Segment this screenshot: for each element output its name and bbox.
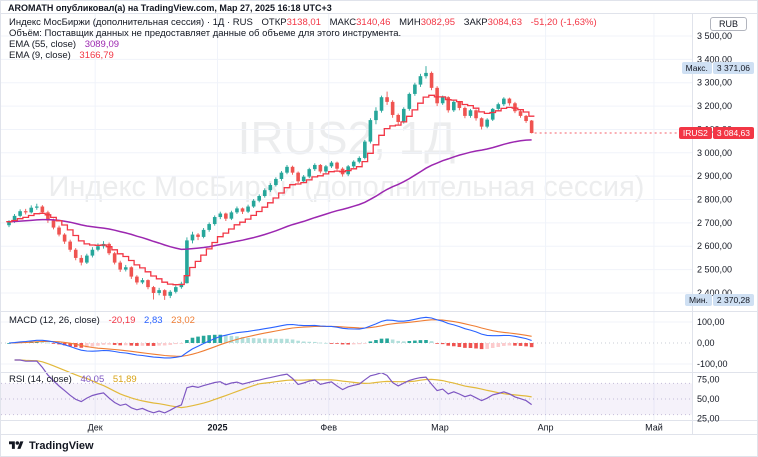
low-value: 3082,95 xyxy=(420,17,456,28)
macd-hist-value: -20,19 xyxy=(108,315,136,326)
open-label: ОТКР xyxy=(261,17,287,28)
rsi-label: RSI (14, close) xyxy=(9,374,72,385)
symbol-legend[interactable]: Индекс МосБиржи (дополнительная сессия) … xyxy=(9,17,597,28)
rsi-ma-value: 51,89 xyxy=(112,374,137,385)
macd-signal-value: 23,02 xyxy=(171,315,195,326)
svg-text:Май: Май xyxy=(645,423,663,433)
svg-text:3 200,00: 3 200,00 xyxy=(697,101,732,111)
svg-text:3 000,00: 3 000,00 xyxy=(697,148,732,158)
ema55-value: 3089,09 xyxy=(84,39,120,50)
svg-text:Дек: Дек xyxy=(88,423,103,433)
last-price-value: 3 084,63 xyxy=(712,127,754,139)
svg-text:3 400,00: 3 400,00 xyxy=(697,54,732,64)
low-badge-value: 2 370,28 xyxy=(712,294,754,306)
rsi-legend[interactable]: RSI (14, close) 40,05 51,89 xyxy=(9,374,137,385)
ema9-legend[interactable]: EMA (9, close) 3166,79 xyxy=(9,50,114,61)
volume-note: Объём: Поставщик данных не предоставляет… xyxy=(9,28,402,39)
svg-text:25,00: 25,00 xyxy=(697,414,720,424)
change-value: -51,20 (-1,63%) xyxy=(530,17,597,28)
currency-label[interactable]: RUB xyxy=(709,17,747,31)
low-price-badge: Мин. 2 370,28 xyxy=(685,294,754,306)
high-price-badge: Макс. 3 371,06 xyxy=(681,62,754,74)
svg-text:0,00: 0,00 xyxy=(697,338,715,348)
svg-text:2 700,00: 2 700,00 xyxy=(697,218,732,228)
svg-text:2 600,00: 2 600,00 xyxy=(697,241,732,251)
symbol-badge: IRUS2 xyxy=(678,127,712,139)
macd-line-value: 2,83 xyxy=(144,315,163,326)
ema55-legend[interactable]: EMA (55, close) 3089,09 xyxy=(9,39,119,50)
high-badge-value: 3 371,06 xyxy=(712,62,754,74)
low-label: МИН xyxy=(399,17,421,28)
svg-text:2 800,00: 2 800,00 xyxy=(697,195,732,205)
svg-text:3 300,00: 3 300,00 xyxy=(697,78,732,88)
high-value: 3140,46 xyxy=(356,17,391,28)
macd-legend[interactable]: MACD (12, 26, close) -20,19 2,83 23,02 xyxy=(9,315,195,326)
attribution-text: AROMATH опубликовал(а) на TradingView.co… xyxy=(8,3,332,13)
svg-text:2 900,00: 2 900,00 xyxy=(697,171,732,181)
svg-text:Мар: Мар xyxy=(431,423,449,433)
svg-text:Апр: Апр xyxy=(538,423,554,433)
svg-text:75,00: 75,00 xyxy=(697,375,720,385)
watermark-symbol: IRUS2, 1Д xyxy=(237,112,456,164)
tradingview-link[interactable]: TradingView xyxy=(9,439,94,452)
svg-text:2 500,00: 2 500,00 xyxy=(697,265,732,275)
ema9-value: 3166,79 xyxy=(79,50,114,61)
macd-label: MACD (12, 26, close) xyxy=(9,315,100,326)
svg-text:100,00: 100,00 xyxy=(697,317,725,327)
high-badge-label: Макс. xyxy=(681,62,712,74)
open-value: 3138,01 xyxy=(286,17,321,28)
svg-text:Фев: Фев xyxy=(320,423,337,433)
last-price-badge: IRUS2 3 084,63 xyxy=(678,127,754,139)
close-value: 3084,63 xyxy=(487,17,522,28)
low-badge-label: Мин. xyxy=(685,294,712,306)
svg-text:2 400,00: 2 400,00 xyxy=(697,288,732,298)
tradingview-logo-icon xyxy=(9,441,24,449)
svg-text:2025: 2025 xyxy=(207,423,227,433)
high-label: МАКС xyxy=(329,17,357,28)
svg-text:3 500,00: 3 500,00 xyxy=(697,31,732,41)
svg-text:-100,00: -100,00 xyxy=(697,359,728,369)
ema55-label: EMA (55, close) xyxy=(9,39,77,50)
ema9-label: EMA (9, close) xyxy=(9,50,71,61)
svg-text:50,00: 50,00 xyxy=(697,394,720,404)
tradingview-brand: TradingView xyxy=(29,439,94,452)
rsi-value: 40,05 xyxy=(80,374,105,385)
legend-series-title: Индекс МосБиржи (дополнительная сессия) … xyxy=(9,17,253,28)
close-label: ЗАКР xyxy=(463,17,488,28)
